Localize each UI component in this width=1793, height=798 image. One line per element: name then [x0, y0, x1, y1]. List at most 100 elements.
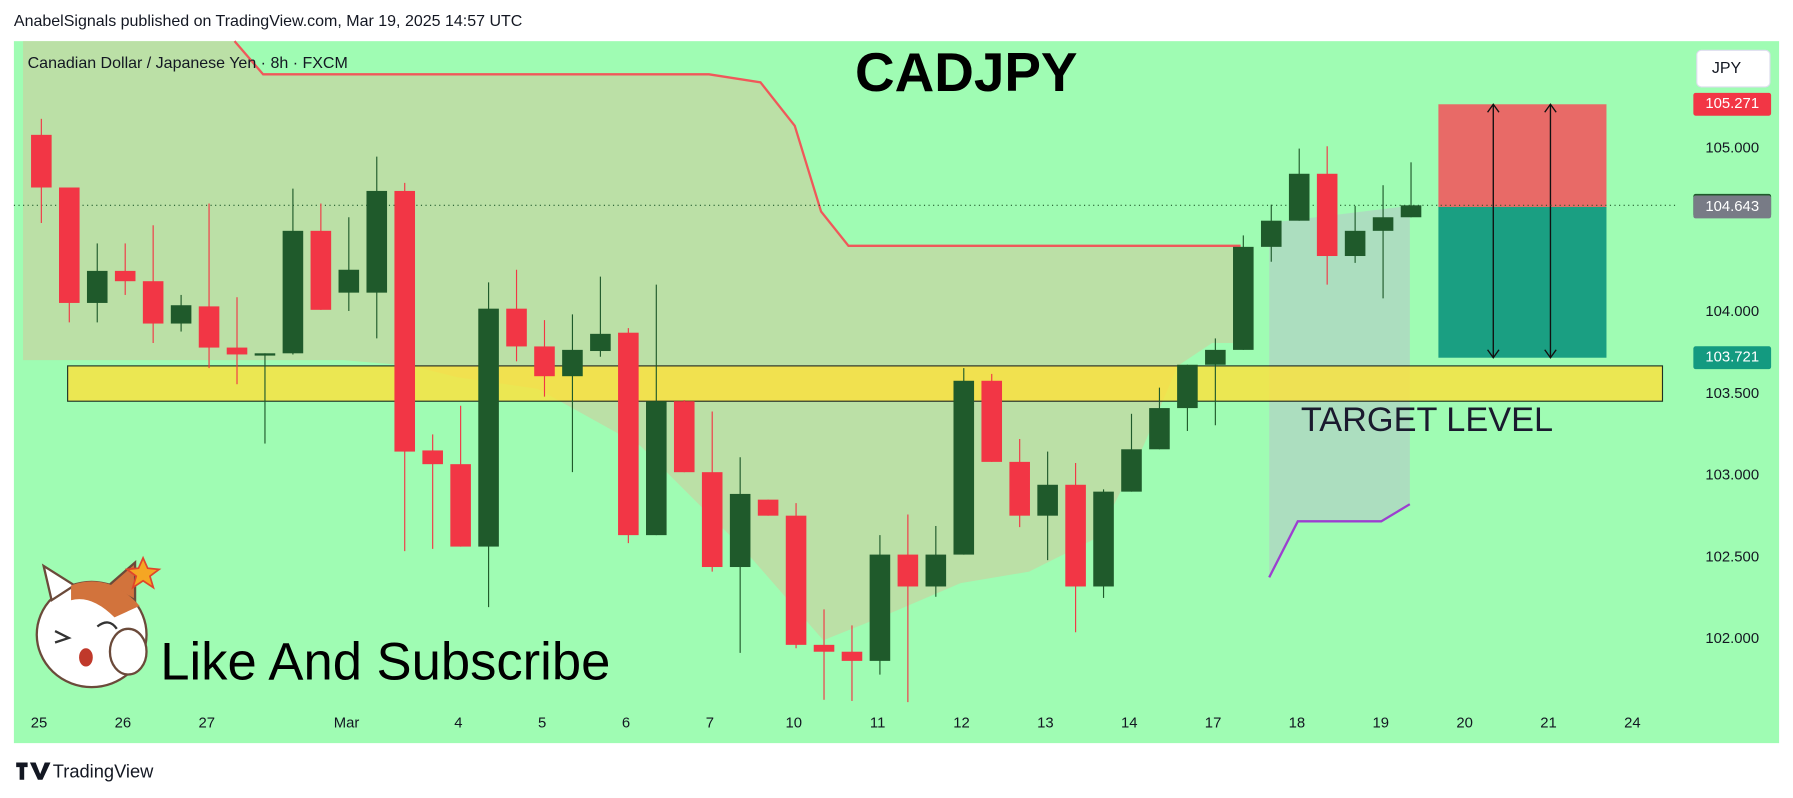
candle-body [366, 190, 388, 293]
subscribe-annotation: Like And Subscribe [160, 632, 610, 691]
candle-body [450, 464, 471, 547]
candle-body [226, 347, 248, 355]
target-annotation: TARGET LEVEL [1301, 401, 1553, 439]
price-label-box [1693, 346, 1772, 370]
candle-body [1009, 461, 1030, 516]
x-tick-label: 4 [454, 716, 462, 732]
x-tick-label: 17 [1205, 716, 1222, 732]
candle-body [1316, 173, 1338, 257]
candle-body [1344, 230, 1366, 257]
candle-body [1372, 217, 1394, 231]
plot-layer [13, 103, 1678, 703]
candle-body [562, 349, 583, 377]
candle-body [590, 333, 611, 352]
stop-box [1438, 104, 1607, 207]
candle-body [813, 644, 835, 652]
candle-body [1037, 484, 1058, 516]
candle-body [142, 281, 164, 324]
candle-body [953, 380, 975, 555]
price-label-box [1693, 92, 1772, 116]
candle-body [1288, 173, 1310, 221]
x-tick-label: 7 [706, 716, 714, 732]
arrow-head [1544, 103, 1557, 359]
x-tick-label: 6 [622, 716, 630, 732]
candle-body [254, 353, 276, 356]
price-label: 105.271 [1705, 96, 1759, 112]
x-tick-label: 13 [1037, 716, 1054, 732]
candle-body [1400, 205, 1422, 218]
candle-body [59, 187, 80, 303]
candle-body [114, 270, 136, 282]
y-tick-label: 103.500 [1705, 386, 1759, 402]
currency-button-label: JPY [1712, 60, 1742, 77]
y-tick-label: 103.000 [1705, 468, 1759, 484]
candle-body [897, 554, 919, 587]
candle-body [981, 380, 1003, 462]
tradingview-logo [16, 762, 51, 780]
x-tick-label: 10 [786, 716, 803, 732]
candle-body [422, 450, 443, 465]
y-tick-label: 102.000 [1705, 631, 1759, 647]
y-tick-label: 104.000 [1705, 304, 1759, 320]
x-tick-label: 12 [953, 716, 970, 732]
candle-body [1233, 246, 1254, 350]
candle-body [170, 305, 192, 324]
candle-body [618, 332, 639, 536]
price-label: 104.643 [1705, 199, 1759, 215]
candle-body [925, 554, 947, 587]
candle-body [869, 554, 891, 661]
candle-body [729, 493, 751, 568]
arrow-head [1487, 103, 1500, 359]
x-tick-label: 24 [1624, 716, 1641, 732]
candle-body [757, 499, 779, 516]
x-tick-label: 11 [870, 716, 885, 732]
candle-body [1065, 484, 1086, 587]
candle-body [1149, 408, 1170, 450]
candle-body [1121, 449, 1142, 492]
candle-body [282, 230, 304, 354]
publish-header: AnabelSignals published on TradingView.c… [14, 13, 522, 30]
candle-body [31, 134, 52, 188]
candle-body [785, 515, 807, 645]
cat-sticker [35, 555, 162, 689]
indicator-line [233, 40, 1241, 247]
target-box [1438, 206, 1607, 358]
x-tick-label: 27 [199, 716, 216, 732]
x-tick-label: 5 [538, 716, 546, 732]
candle-body [478, 308, 499, 547]
chart-title: CADJPY [855, 41, 1078, 103]
candle-body [534, 346, 555, 377]
candle-body [1205, 349, 1226, 365]
price-label: 103.721 [1705, 350, 1759, 366]
x-tick-label: 21 [1540, 716, 1557, 732]
x-tick-label: Mar [334, 716, 360, 732]
projection-line [1268, 503, 1411, 578]
candle-body [394, 190, 416, 452]
candle-body [1260, 220, 1282, 247]
candle-body [701, 472, 723, 568]
footer-brand: TradingView [53, 761, 154, 782]
y-tick-label: 105.000 [1705, 141, 1759, 157]
candle-body [1093, 491, 1114, 587]
symbol-description: Canadian Dollar / Japanese Yen · 8h · FX… [28, 55, 348, 72]
x-tick-label: 20 [1456, 716, 1473, 732]
x-tick-label: 14 [1121, 716, 1138, 732]
candle-body [310, 230, 332, 310]
y-tick-label: 102.500 [1705, 549, 1759, 565]
candle-body [506, 308, 527, 347]
candle-body [338, 269, 360, 293]
support-zone [67, 365, 1664, 402]
candle-body [86, 270, 108, 303]
currency-button[interactable] [1696, 49, 1771, 88]
candle-body [646, 401, 667, 536]
x-tick-label: 25 [31, 716, 48, 732]
price-label-box [1693, 195, 1772, 219]
x-tick-label: 18 [1289, 716, 1306, 732]
candle-body [1177, 364, 1198, 409]
x-tick-label: 26 [115, 716, 132, 732]
x-tick-label: 19 [1373, 716, 1390, 732]
candle-body [841, 651, 863, 661]
candle-body [673, 401, 695, 473]
candle-body [198, 306, 220, 348]
